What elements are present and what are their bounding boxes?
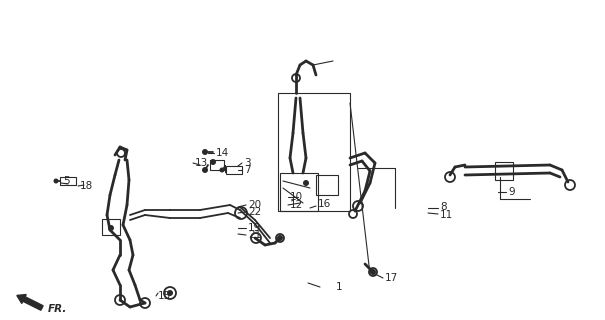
- Text: 8: 8: [440, 202, 446, 212]
- Circle shape: [220, 167, 224, 172]
- Text: 9: 9: [508, 187, 515, 197]
- Text: 5: 5: [63, 176, 70, 186]
- Text: 16: 16: [318, 199, 332, 209]
- Bar: [210, 160, 224, 170]
- Text: 12: 12: [290, 200, 303, 210]
- Circle shape: [53, 179, 59, 183]
- Bar: [316, 175, 338, 195]
- Text: 19: 19: [248, 223, 261, 233]
- Circle shape: [202, 149, 208, 155]
- Text: 13: 13: [195, 158, 208, 168]
- Bar: [278, 93, 350, 211]
- FancyArrow shape: [17, 294, 43, 310]
- Text: 3: 3: [244, 158, 250, 168]
- Bar: [102, 219, 120, 235]
- Text: 11: 11: [440, 210, 453, 220]
- Bar: [280, 173, 318, 211]
- Circle shape: [277, 235, 283, 241]
- Text: 20: 20: [248, 200, 261, 210]
- Text: 7: 7: [244, 165, 250, 175]
- Text: FR.: FR.: [48, 304, 67, 314]
- Circle shape: [370, 269, 376, 275]
- Circle shape: [210, 159, 216, 165]
- Text: 22: 22: [248, 207, 261, 217]
- Text: 21: 21: [248, 230, 261, 240]
- Bar: [226, 166, 242, 174]
- Circle shape: [108, 225, 114, 231]
- Text: 10: 10: [290, 192, 303, 202]
- Text: 15: 15: [158, 291, 171, 301]
- Text: 4: 4: [220, 165, 227, 175]
- Text: 14: 14: [216, 148, 229, 158]
- Circle shape: [167, 290, 173, 296]
- Circle shape: [202, 167, 208, 173]
- Text: 18: 18: [80, 181, 93, 191]
- Text: 1: 1: [336, 282, 342, 292]
- Bar: [495, 162, 513, 180]
- Circle shape: [303, 180, 309, 186]
- Text: 17: 17: [385, 273, 398, 283]
- Bar: [60, 177, 76, 185]
